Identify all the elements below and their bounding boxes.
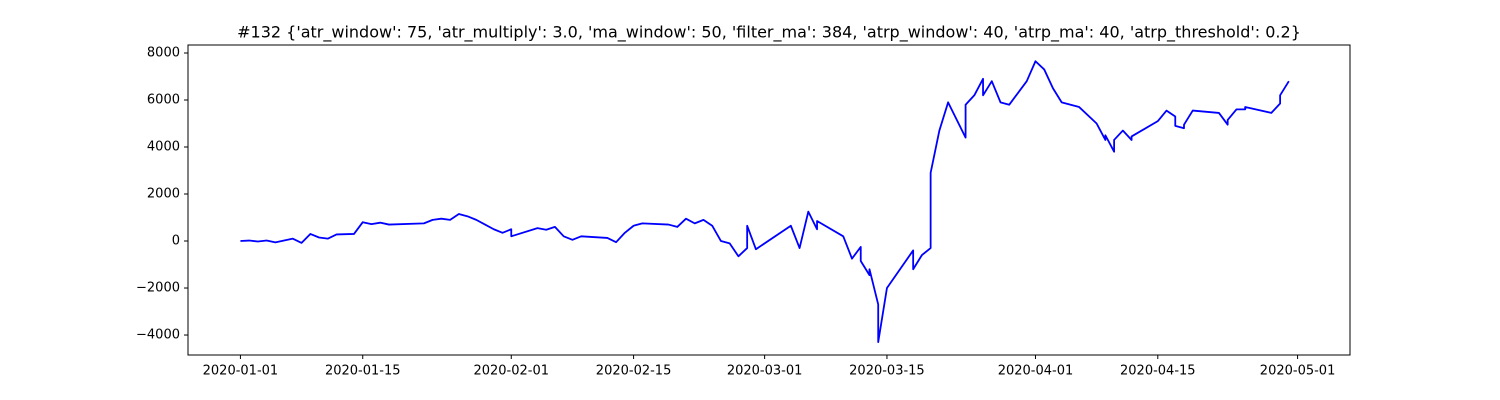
x-tick-label: 2020-04-15 bbox=[1120, 364, 1196, 379]
x-tick-label: 2020-05-01 bbox=[1260, 364, 1336, 379]
x-tick-label: 2020-03-01 bbox=[727, 364, 803, 379]
y-tick-label: −4000 bbox=[136, 328, 180, 343]
y-tick-label: 6000 bbox=[147, 92, 180, 107]
y-tick-label: −2000 bbox=[136, 281, 180, 296]
y-tick-label: 2000 bbox=[147, 187, 180, 202]
x-tick-label: 2020-01-15 bbox=[325, 364, 401, 379]
chart-title: #132 {'atr_window': 75, 'atr_multiply': … bbox=[237, 23, 1301, 43]
y-tick-label: 8000 bbox=[147, 45, 180, 60]
x-tick-label: 2020-02-15 bbox=[596, 364, 672, 379]
x-tick-label: 2020-01-01 bbox=[203, 364, 279, 379]
y-tick-label: 4000 bbox=[147, 140, 180, 155]
x-tick-label: 2020-04-01 bbox=[998, 364, 1074, 379]
plot-frame bbox=[187, 44, 1351, 356]
y-tick-label: 0 bbox=[172, 234, 180, 249]
x-tick-label: 2020-03-15 bbox=[849, 364, 925, 379]
x-tick-label: 2020-02-01 bbox=[473, 364, 549, 379]
data-line bbox=[240, 60, 1290, 343]
